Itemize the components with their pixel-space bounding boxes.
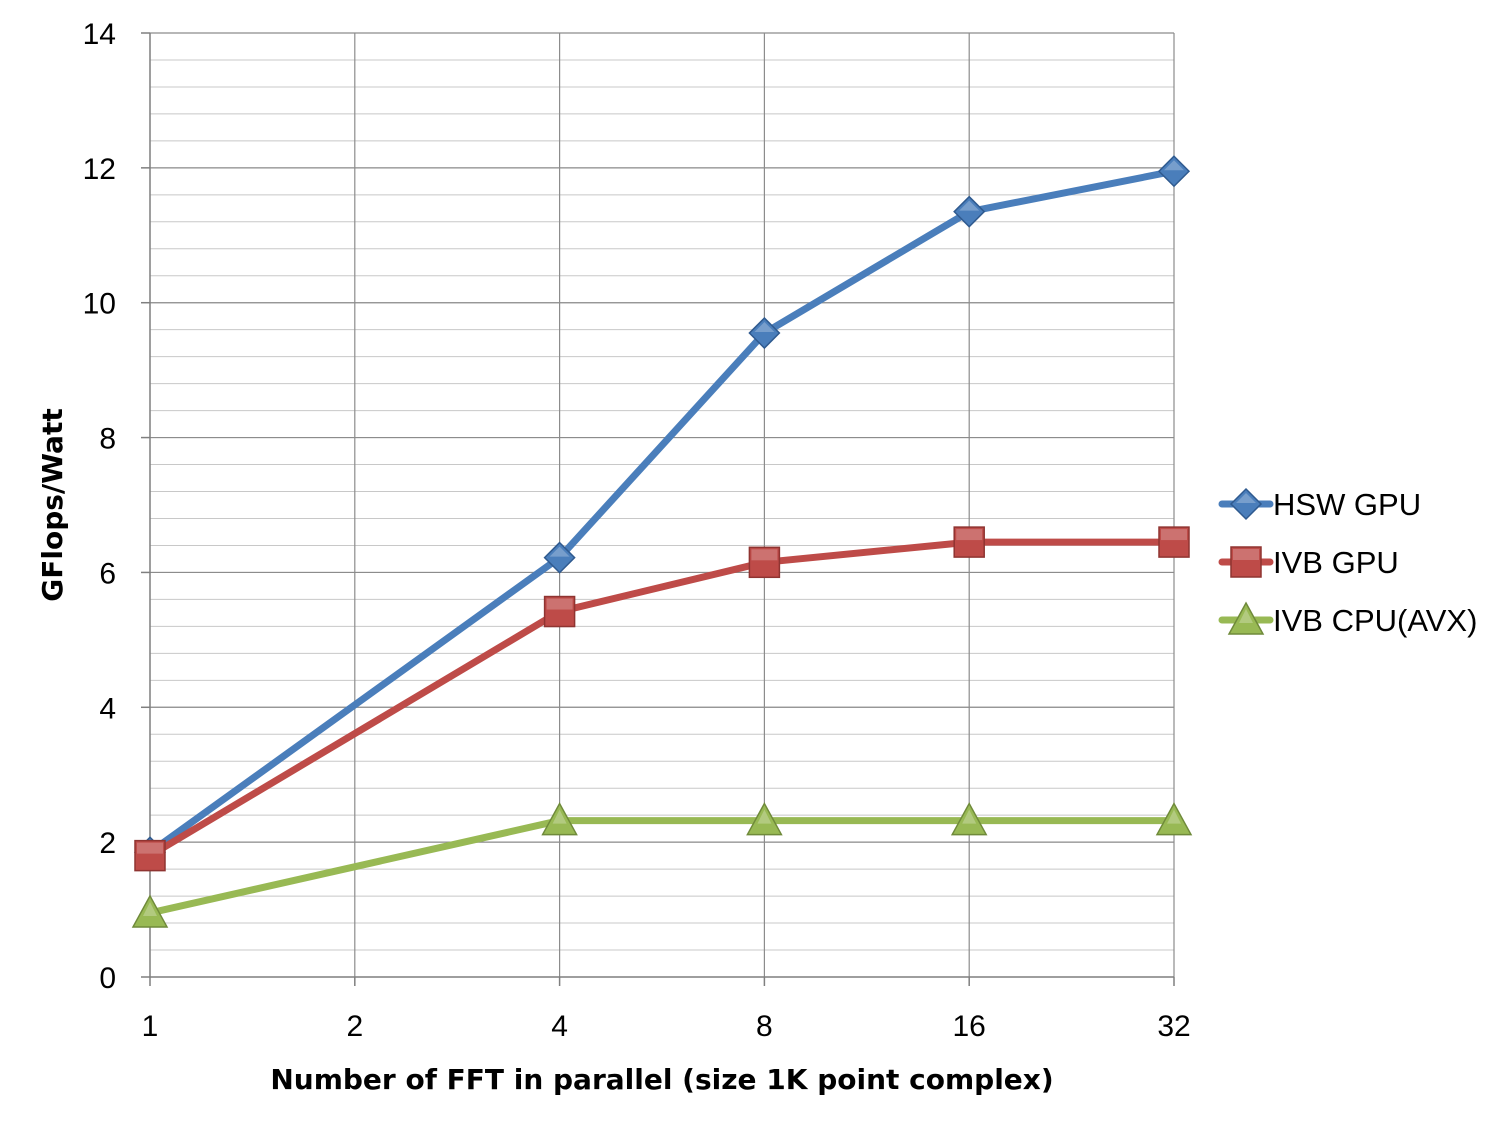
data-point <box>541 802 578 836</box>
data-point <box>131 894 169 928</box>
series-line <box>146 538 1178 860</box>
y-tick-label: 4 <box>99 692 116 725</box>
x-tick-label: 32 <box>1157 1010 1190 1043</box>
series-line <box>146 167 1178 856</box>
legend-item: IVB GPU <box>1218 545 1399 580</box>
legend-label: HSW GPU <box>1273 487 1421 522</box>
legend-label: IVB CPU(AVX) <box>1273 603 1477 638</box>
x-tick-label: 1 <box>142 1010 159 1043</box>
data-point <box>746 802 783 836</box>
x-tick-label: 4 <box>551 1010 568 1043</box>
data-point <box>134 839 166 872</box>
series-ivb-gpu <box>134 526 1190 872</box>
legend-marker <box>1227 601 1265 635</box>
y-axis-title: GFlops/Watt <box>36 408 69 601</box>
y-tick-label: 12 <box>83 153 116 186</box>
x-tick-label: 16 <box>953 1010 986 1043</box>
axes <box>149 33 1174 978</box>
y-tick-label: 10 <box>83 288 116 321</box>
legend-marker <box>1230 546 1262 578</box>
legend: HSW GPU IVB GPU IVB CPU(AVX) <box>1218 487 1477 638</box>
y-tick-label: 0 <box>99 962 116 995</box>
series-hsw-gpu <box>133 155 1191 869</box>
x-tick-label: 2 <box>346 1010 363 1043</box>
legend-marker <box>1229 487 1263 521</box>
data-point <box>543 541 576 574</box>
y-axis: 0 2 4 6 8 10 12 14 <box>83 18 150 995</box>
x-axis-title: Number of FFT in parallel (size 1K point… <box>270 1063 1053 1096</box>
data-point <box>950 802 988 836</box>
y-tick-label: 6 <box>99 557 116 590</box>
x-axis: 1 2 4 8 16 32 <box>142 977 1191 1043</box>
y-tick-label: 8 <box>99 423 116 456</box>
series-line <box>146 817 1178 917</box>
data-point <box>953 195 986 228</box>
legend-item: HSW GPU <box>1218 487 1421 522</box>
data-point <box>748 316 781 350</box>
grid <box>150 32 1175 977</box>
data-point <box>1157 155 1191 188</box>
data-point <box>953 526 985 558</box>
series-group <box>131 155 1193 928</box>
x-tick-label: 8 <box>756 1010 773 1043</box>
data-point <box>748 546 781 579</box>
data-point <box>1158 526 1190 558</box>
legend-label: IVB GPU <box>1273 545 1399 580</box>
legend-item: IVB CPU(AVX) <box>1218 601 1477 638</box>
data-point <box>1155 802 1193 836</box>
data-point <box>543 595 576 628</box>
y-tick-label: 14 <box>83 18 116 51</box>
y-tick-label: 2 <box>99 827 116 860</box>
series-ivb-cpu-avx <box>131 802 1193 928</box>
